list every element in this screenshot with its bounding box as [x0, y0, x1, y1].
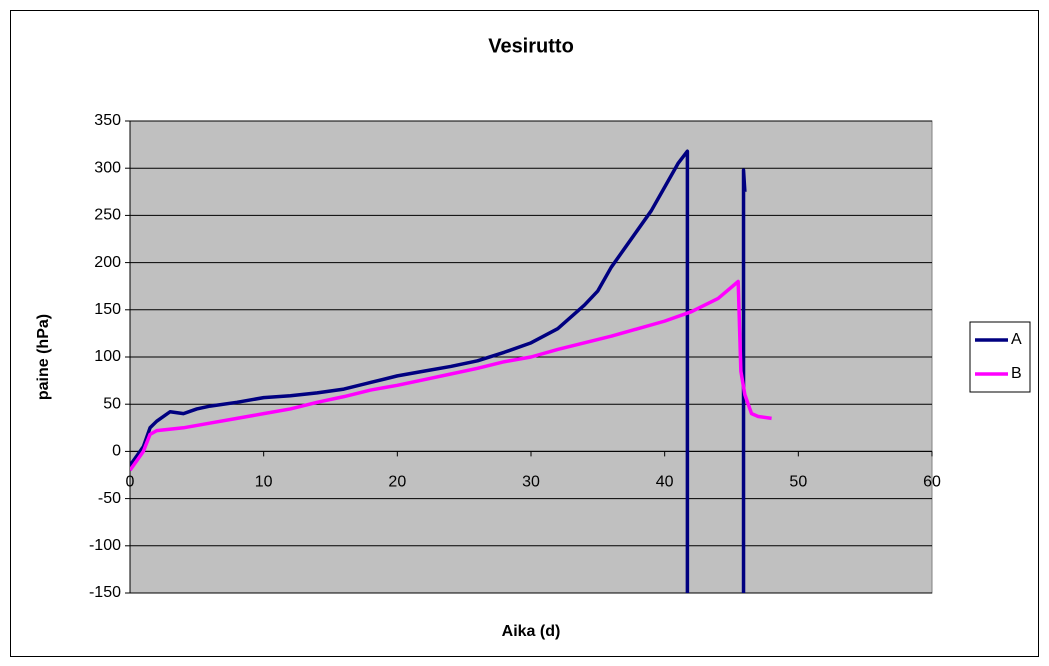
x-tick-label: 50	[789, 474, 807, 491]
y-axis-title: paine (hPa)	[35, 314, 52, 400]
x-tick-label: 60	[923, 474, 941, 491]
legend-box	[969, 321, 1031, 393]
y-tick-label: 300	[94, 159, 121, 176]
y-tick-label: 250	[94, 207, 121, 224]
x-tick-label: 0	[126, 474, 135, 491]
y-tick-label: 150	[94, 301, 121, 318]
y-tick-label: -50	[98, 490, 121, 507]
plot-lines	[130, 149, 772, 593]
y-tick-label: 100	[94, 348, 121, 365]
y-tick-label: 200	[94, 254, 121, 271]
series-line	[130, 149, 747, 593]
y-tick-label: -100	[89, 537, 121, 554]
legend-label: B	[1011, 365, 1022, 382]
x-tick-label: 20	[388, 474, 406, 491]
y-tick-label: 50	[103, 395, 121, 412]
chart-title: Vesirutto	[488, 35, 574, 57]
x-tick-label: 30	[522, 474, 540, 491]
series-line	[130, 279, 772, 472]
x-axis-title: Aika (d)	[502, 623, 561, 640]
legend-label: A	[1011, 331, 1022, 348]
y-tick-label: 0	[112, 443, 121, 460]
x-tick-label: 10	[255, 474, 273, 491]
x-tick-label: 40	[656, 474, 674, 491]
y-tick-label: -150	[89, 584, 121, 601]
y-tick-label: 350	[94, 112, 121, 129]
